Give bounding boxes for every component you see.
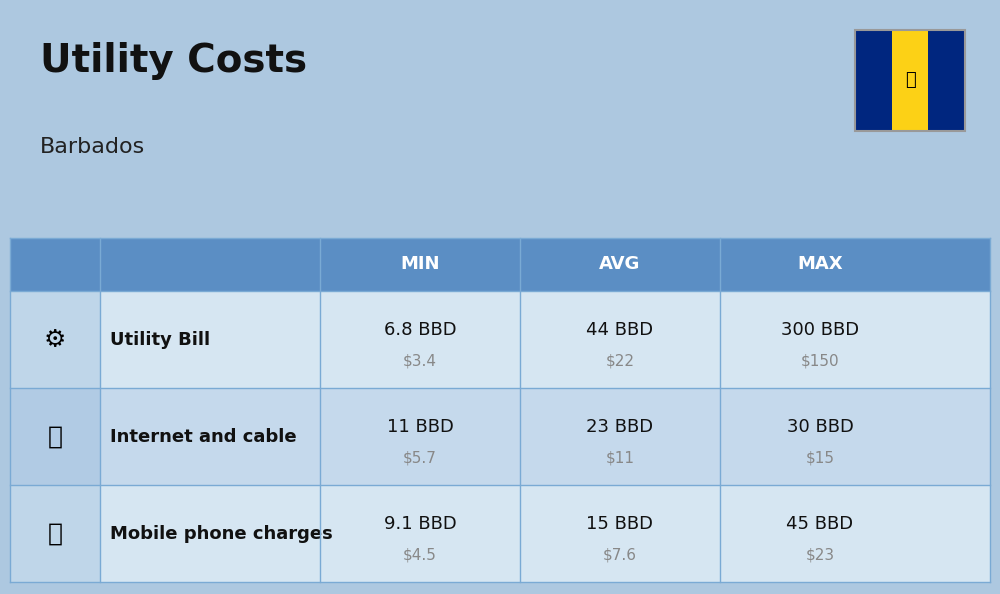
Bar [10,291,100,388]
Text: Utility Costs: Utility Costs [40,42,307,80]
Bar [10,388,990,485]
Text: MAX: MAX [797,255,843,273]
Text: AVG: AVG [599,255,641,273]
Text: Mobile phone charges: Mobile phone charges [110,525,333,542]
Text: $22: $22 [606,353,635,368]
Bar [892,30,928,131]
Text: 9.1 BBD: 9.1 BBD [384,515,456,533]
Text: Utility Bill: Utility Bill [110,331,210,349]
Text: 30 BBD: 30 BBD [787,418,853,436]
Text: MIN: MIN [400,255,440,273]
Text: 45 BBD: 45 BBD [786,515,854,533]
Text: Internet and cable: Internet and cable [110,428,297,446]
Text: 44 BBD: 44 BBD [586,321,654,339]
Text: 11 BBD: 11 BBD [387,418,453,436]
Text: 6.8 BBD: 6.8 BBD [384,321,456,339]
Text: 📶: 📶 [48,425,62,448]
Bar [10,238,990,291]
Text: $4.5: $4.5 [403,548,437,563]
Text: Barbados: Barbados [40,137,145,157]
Text: $150: $150 [801,353,839,368]
Bar [855,30,892,131]
Text: $15: $15 [806,450,834,466]
Text: $5.7: $5.7 [403,450,437,466]
Bar [928,30,965,131]
Text: ⚙️: ⚙️ [44,327,66,352]
Text: 300 BBD: 300 BBD [781,321,859,339]
Text: $3.4: $3.4 [403,353,437,368]
Bar [855,30,965,131]
Text: ⷴ: ⷴ [905,71,915,89]
Text: $11: $11 [606,450,635,466]
Bar [10,485,990,582]
Text: 15 BBD: 15 BBD [586,515,654,533]
Text: 23 BBD: 23 BBD [586,418,654,436]
Text: $23: $23 [805,548,835,563]
Text: 📱: 📱 [48,522,62,546]
Text: $7.6: $7.6 [603,548,637,563]
Bar [10,485,100,582]
Bar [10,291,990,388]
Bar [10,388,100,485]
